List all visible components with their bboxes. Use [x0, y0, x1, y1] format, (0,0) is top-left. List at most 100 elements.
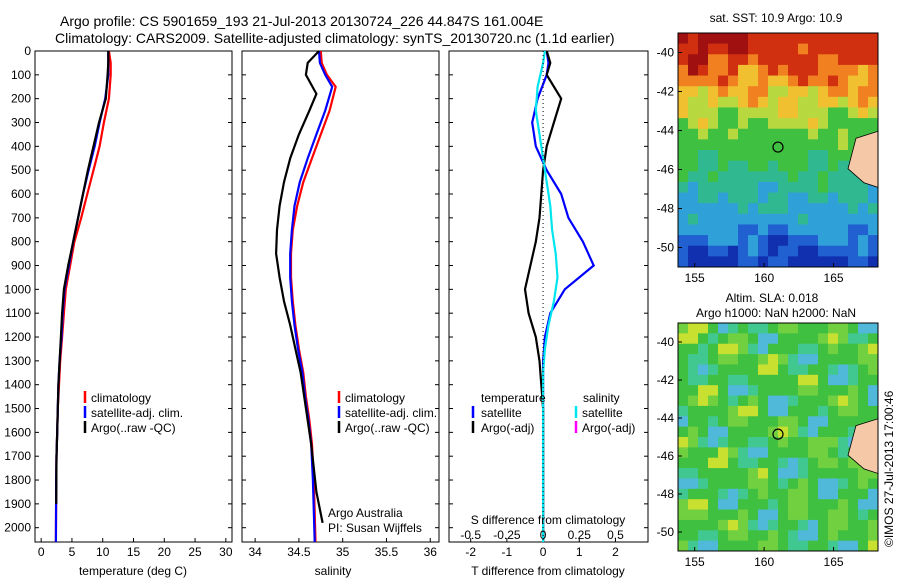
- map-cell: [708, 192, 719, 204]
- map-cell: [818, 530, 829, 542]
- map-cell: [758, 43, 769, 55]
- map-cell: [688, 139, 699, 151]
- map-cell: [808, 54, 819, 66]
- top-tick-label: -0.25: [493, 528, 521, 542]
- map-cell: [818, 333, 829, 345]
- map-cell: [718, 426, 729, 438]
- sst-map: 155 160 165 -40 -42 -44 -46 -48 -50: [657, 33, 879, 285]
- map-cell: [838, 256, 849, 268]
- map-cell: [728, 385, 739, 397]
- sst-map-frame: [677, 32, 879, 268]
- map-cell: [838, 364, 849, 376]
- land-patch: [847, 130, 879, 188]
- map-cell: [848, 96, 859, 108]
- map-cell: [718, 224, 729, 236]
- map-cell: [698, 181, 709, 194]
- map-cell: [688, 488, 699, 500]
- map-cell: [748, 128, 759, 140]
- map-cell: [768, 447, 779, 459]
- map-cell: [678, 128, 689, 140]
- map-cell: [868, 364, 879, 376]
- map-cell: [778, 64, 789, 77]
- map-cell: [758, 385, 769, 397]
- map-cell: [818, 323, 829, 334]
- map-cell: [728, 54, 739, 66]
- map-cell: [678, 478, 689, 490]
- map-cell: [708, 139, 719, 151]
- map-cell: [738, 364, 749, 376]
- map-cell: [708, 160, 719, 172]
- map-cell: [838, 437, 849, 448]
- map-cell: [798, 426, 809, 438]
- map-cell: [818, 107, 829, 119]
- map-cell: [768, 364, 779, 376]
- map-cell: [808, 107, 819, 119]
- map-cell: [778, 416, 789, 428]
- map-cell: [698, 256, 709, 268]
- map-cell: [838, 96, 849, 108]
- map-cell: [808, 75, 819, 87]
- map-cell: [798, 343, 809, 355]
- legend-label-satellite: satellite-adj. clim.: [345, 406, 437, 420]
- map-cell: [678, 354, 689, 365]
- difference-panel-frame: [448, 50, 649, 543]
- map-cell: [678, 509, 689, 521]
- map-cell: [728, 118, 739, 130]
- map-cell: [718, 150, 729, 162]
- map-cell: [728, 139, 739, 151]
- map-cell: [818, 43, 829, 55]
- map-cell: [678, 437, 689, 448]
- map-cell: [698, 405, 709, 417]
- map-cell: [848, 64, 859, 77]
- map-cell: [688, 64, 699, 77]
- map-cell: [778, 43, 789, 55]
- map-cell: [758, 213, 769, 225]
- map-cell: [818, 54, 829, 66]
- map-cell: [778, 437, 789, 448]
- y-tick-label: 1000: [4, 282, 31, 296]
- map-cell: [698, 150, 709, 162]
- map-cell: [798, 499, 809, 511]
- map-cell: [808, 468, 819, 479]
- map-cell: [738, 54, 749, 66]
- map-cell: [808, 33, 819, 45]
- map-cell: [868, 96, 879, 108]
- map-cell: [798, 416, 809, 428]
- map-cell: [768, 530, 779, 542]
- map-cell: [798, 128, 809, 140]
- map-x-tick-label: 165: [824, 271, 844, 285]
- x-tick-label: 1: [576, 545, 583, 559]
- map-cell: [708, 245, 719, 257]
- map-y-tick-label: -42: [657, 85, 675, 99]
- y-tick-label: 1800: [4, 473, 31, 487]
- map-cell: [718, 395, 729, 407]
- map-cell: [838, 64, 849, 77]
- map-cell: [818, 437, 829, 448]
- map-cell: [718, 488, 729, 500]
- map-cell: [758, 86, 769, 98]
- map-cell: [678, 54, 689, 66]
- map-cell: [728, 354, 739, 365]
- map-cell: [828, 333, 839, 345]
- map-cell: [688, 364, 699, 376]
- map-cell: [748, 96, 759, 108]
- map-cell: [758, 364, 769, 376]
- y-tick-label: 100: [11, 68, 31, 82]
- map-cell: [778, 468, 789, 479]
- map-cell: [758, 416, 769, 428]
- map-cell: [858, 343, 869, 355]
- map-cell: [678, 519, 689, 531]
- map-cell: [728, 43, 739, 55]
- map-cell: [848, 333, 859, 345]
- map-cell: [708, 333, 719, 345]
- map-cell: [808, 86, 819, 98]
- map-cell: [758, 245, 769, 257]
- map-cell: [748, 530, 759, 542]
- map-cell: [798, 224, 809, 236]
- map-cell: [748, 256, 759, 268]
- map-cell: [838, 107, 849, 119]
- map-cell: [688, 150, 699, 162]
- map-cell: [788, 343, 799, 355]
- map-cell: [688, 235, 699, 247]
- map-cell: [748, 224, 759, 236]
